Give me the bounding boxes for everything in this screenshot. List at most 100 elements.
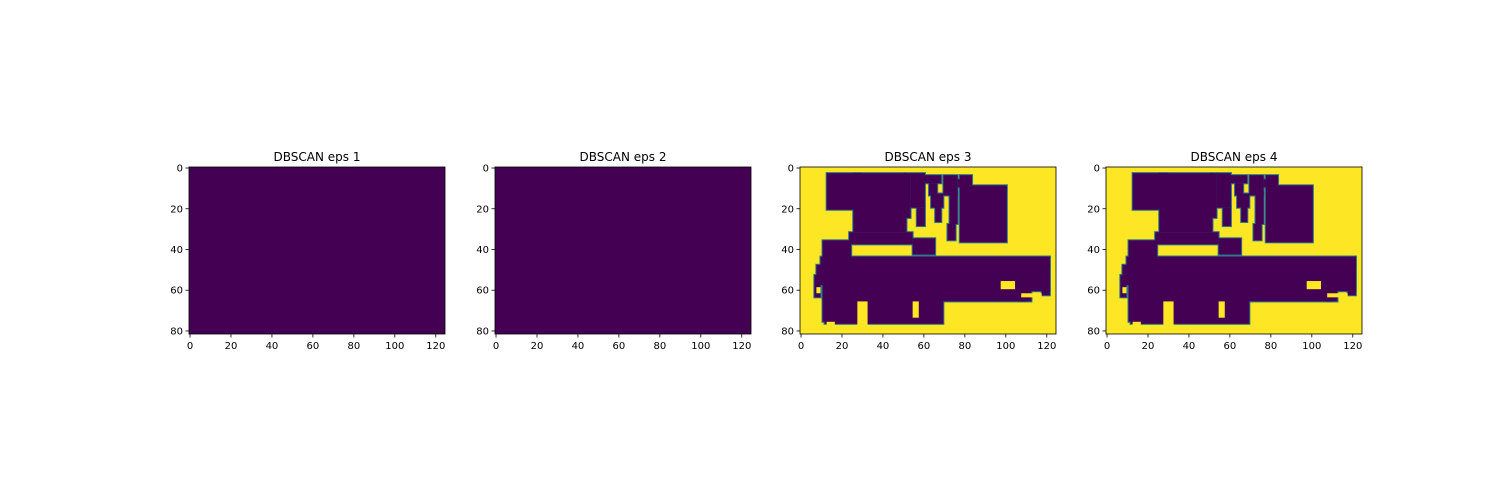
low-cell-block — [1241, 205, 1248, 222]
high-cell-block — [857, 301, 868, 334]
y-tick-label: 80 — [781, 326, 794, 337]
y-tick-label: 0 — [177, 164, 183, 175]
high-cell-block — [1122, 287, 1127, 294]
axes-frame — [494, 166, 752, 335]
subplot-2: DBSCAN eps 2 0 20 40 60 80 100 120 0 20 40 60 80 — [476, 150, 752, 352]
low-cell-block — [1325, 297, 1338, 302]
high-cell-block — [1327, 293, 1348, 298]
low-cell-block — [1130, 299, 1164, 324]
y-tick-label: 0 — [788, 164, 794, 175]
subplot-3: DBSCAN eps 3 0 20 40 60 80 100 120 0 20 40 60 80 — [781, 150, 1057, 352]
x-tick-label: 100 — [996, 341, 1015, 352]
x-tick-label: 120 — [426, 341, 445, 352]
heatmap-image — [495, 167, 751, 334]
x-tick-label: 120 — [1343, 341, 1362, 352]
y-tick-label: 80 — [1087, 326, 1100, 337]
x-tick-label: 60 — [307, 341, 320, 352]
low-cell-block — [822, 240, 852, 257]
axes-frame — [188, 166, 446, 335]
high-cell-block — [1163, 301, 1174, 334]
x-tick-label: 40 — [877, 341, 890, 352]
y-tick-label: 20 — [1087, 204, 1100, 215]
low-cell-block — [1249, 175, 1264, 196]
low-cell-block — [1265, 175, 1279, 182]
low-cell-block — [849, 232, 913, 245]
low-cell-block — [949, 191, 958, 225]
low-cell-block — [1041, 256, 1050, 296]
subplot-4: DBSCAN eps 4 0 20 40 60 80 100 120 0 20 40 60 80 — [1087, 150, 1363, 352]
x-tick-label: 40 — [1183, 341, 1196, 352]
low-cell-block — [1019, 297, 1032, 302]
y-tick-label: 40 — [170, 245, 183, 256]
low-cell-block — [959, 175, 973, 182]
low-cell-block — [916, 207, 925, 227]
axes-frame — [799, 166, 1057, 335]
axes-frame — [1105, 166, 1363, 335]
high-cell-block — [1000, 281, 1016, 290]
high-cell-block — [816, 287, 821, 294]
low-cell-block — [943, 175, 958, 196]
low-cell-block — [853, 173, 907, 233]
y-tick-label: 40 — [1087, 245, 1100, 256]
low-cell-block — [904, 173, 911, 218]
y-tick-label: 20 — [781, 204, 794, 215]
x-tick-label: 80 — [958, 341, 971, 352]
low-cell-block — [1171, 299, 1250, 324]
low-cell-block — [912, 238, 936, 255]
x-tick-label: 0 — [187, 341, 193, 352]
x-tick-label: 0 — [798, 341, 804, 352]
x-tick-label: 20 — [836, 341, 849, 352]
low-cell-block — [1253, 224, 1262, 241]
high-cell-block — [1132, 321, 1141, 334]
low-cell-block — [1230, 175, 1248, 184]
low-cell-block — [935, 205, 942, 222]
low-cell-block — [931, 193, 944, 208]
heatmap-image — [1106, 167, 1362, 334]
y-tick-label: 60 — [170, 286, 183, 297]
subplot-title: DBSCAN eps 3 — [885, 150, 972, 164]
low-cell-block — [924, 175, 942, 184]
low-cell-block — [1237, 193, 1250, 208]
low-cell-block — [1235, 183, 1244, 196]
high-cell-block — [1218, 301, 1225, 318]
x-tick-label: 60 — [1224, 341, 1237, 352]
low-cell-block — [1128, 240, 1158, 257]
x-tick-label: 100 — [1302, 341, 1321, 352]
low-cell-block — [1210, 173, 1217, 218]
x-tick-label: 80 — [653, 341, 666, 352]
low-cell-block — [929, 183, 938, 196]
y-tick-label: 60 — [1087, 286, 1100, 297]
x-tick-label: 120 — [732, 341, 751, 352]
low-cell-block — [1255, 191, 1264, 225]
x-tick-label: 80 — [347, 341, 360, 352]
x-tick-label: 120 — [1037, 341, 1056, 352]
x-tick-label: 60 — [918, 341, 931, 352]
y-tick-label: 80 — [476, 326, 489, 337]
low-cell-block — [959, 185, 1007, 243]
low-cell-block — [910, 173, 925, 208]
y-tick-label: 0 — [1094, 164, 1100, 175]
subplot-title: DBSCAN eps 4 — [1191, 150, 1278, 164]
subplot-1: DBSCAN eps 1 0 20 40 60 80 100 120 0 20 40 60 80 — [170, 150, 446, 352]
y-tick-label: 60 — [781, 286, 794, 297]
x-tick-label: 60 — [613, 341, 626, 352]
high-cell-block — [826, 321, 835, 334]
x-tick-label: 100 — [385, 341, 404, 352]
x-tick-label: 20 — [225, 341, 238, 352]
y-tick-label: 80 — [170, 326, 183, 337]
y-tick-label: 20 — [170, 204, 183, 215]
x-tick-label: 40 — [572, 341, 585, 352]
low-cell-block — [1218, 238, 1242, 255]
y-tick-label: 40 — [476, 245, 489, 256]
subplot-title: DBSCAN eps 1 — [274, 150, 361, 164]
low-cell-block — [957, 179, 973, 188]
low-cell-block — [947, 224, 956, 241]
heatmap-image — [189, 167, 445, 334]
x-tick-label: 80 — [1264, 341, 1277, 352]
low-cell-block — [1347, 256, 1356, 296]
low-cell-block — [1263, 179, 1279, 188]
low-cell-block — [1222, 207, 1231, 227]
heatmap-high-cells — [816, 281, 1042, 334]
x-tick-label: 0 — [493, 341, 499, 352]
x-tick-label: 20 — [531, 341, 544, 352]
